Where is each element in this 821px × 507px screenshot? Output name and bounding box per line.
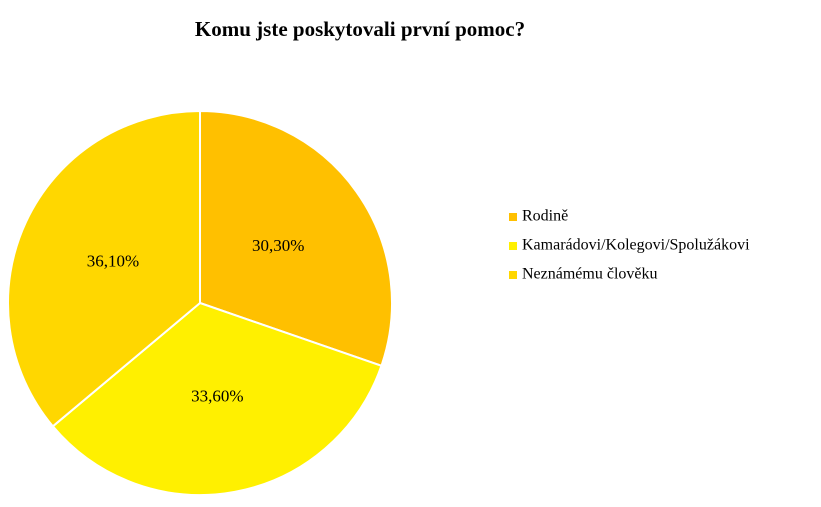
data-label: 36,10% [87,251,139,270]
legend-swatch [509,242,517,250]
legend-label: Rodině [522,208,568,225]
legend-label: Kamarádovi/Kolegovi/Spolužákovi [522,237,750,254]
pie-slice [7,109,201,428]
legend-swatch [509,213,517,221]
pie-slice [199,109,393,368]
data-label: 33,60% [191,386,243,405]
legend-label: Neznámému člověku [522,266,658,283]
chart-title: Komu jste poskytovali první pomoc? [195,17,525,41]
pie-slice [51,301,383,496]
data-label: 30,30% [252,236,304,255]
legend-swatch [509,271,517,279]
